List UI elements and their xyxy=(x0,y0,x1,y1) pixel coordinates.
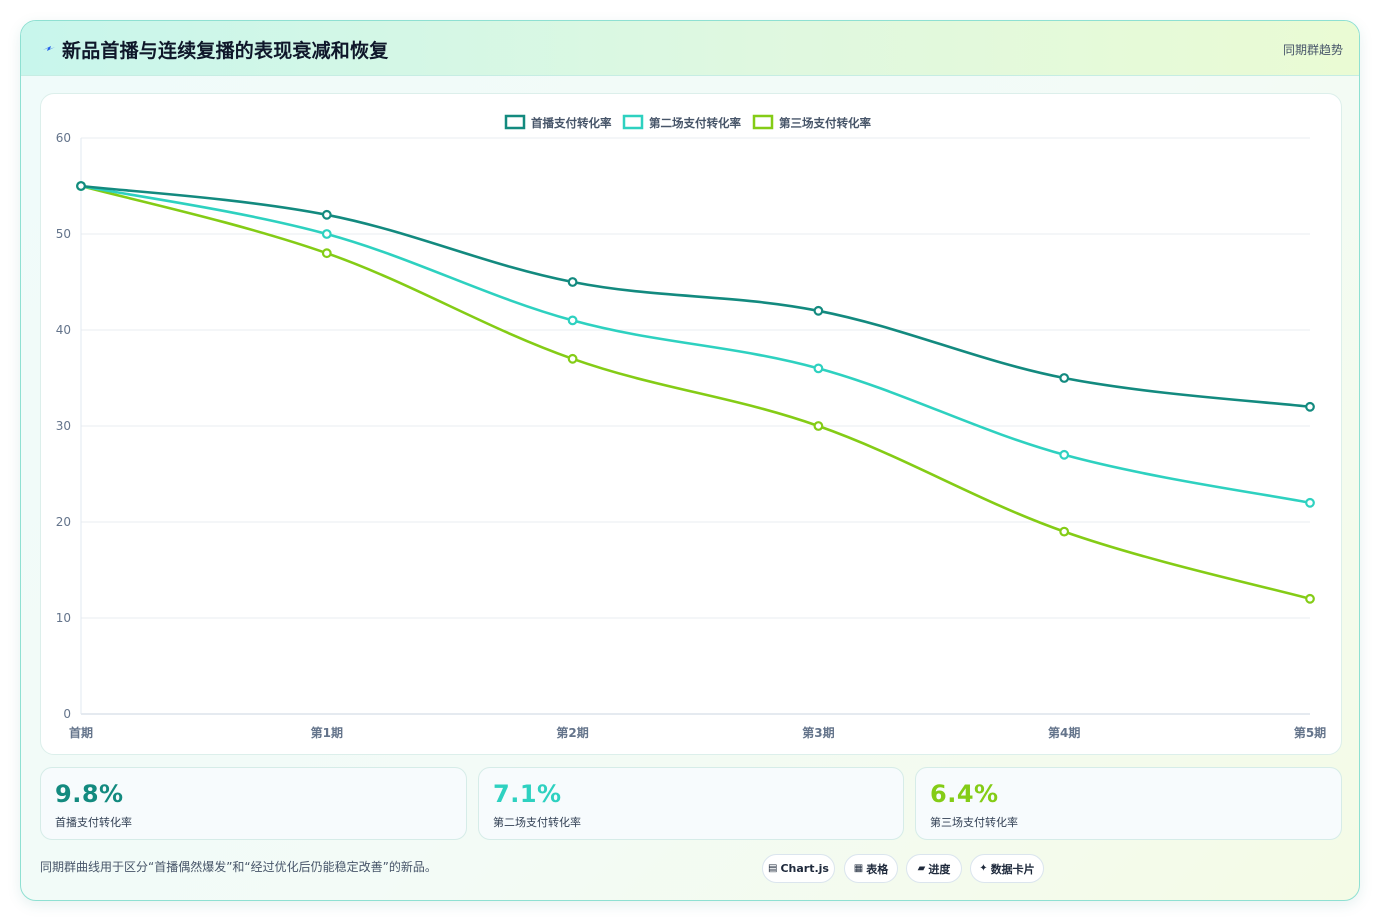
data-point xyxy=(321,229,332,239)
y-tick-label: 30 xyxy=(56,419,71,433)
kpi-value: 6.4% xyxy=(930,780,999,808)
bolt-icon xyxy=(43,46,55,51)
legend-swatch xyxy=(504,114,526,130)
progress-icon: ▰ xyxy=(917,863,926,874)
series-line xyxy=(80,184,1311,505)
chip-progress[interactable]: ▰ 进度 xyxy=(906,854,962,883)
legend-label: 第二场支付转化率 xyxy=(649,116,741,130)
x-tick-label: 第4期 xyxy=(1048,725,1080,740)
chart-icon: ▤ xyxy=(768,863,778,874)
chip-chartjs[interactable]: ▤ Chart.js xyxy=(762,854,835,883)
chip-data-card[interactable]: ✦ 数据卡片 xyxy=(970,854,1044,883)
chip-table[interactable]: ▦ 表格 xyxy=(844,854,898,883)
kpi-value: 9.8% xyxy=(55,780,124,808)
data-point xyxy=(567,353,578,364)
x-tick-label: 第1期 xyxy=(311,725,343,740)
line-chart: 0 10 20 30 40 50 60 首期 第1期 第2期 第3期 第4期 第5期 首播支付转化率 第二场… xyxy=(56,114,1326,740)
kpi-value: 7.1% xyxy=(493,780,562,808)
sparkle-icon: ✦ xyxy=(979,863,988,874)
kpi-label: 首播支付转化率 xyxy=(55,816,132,829)
y-tick-label: 10 xyxy=(56,611,71,625)
series-line xyxy=(80,184,1311,601)
chip-label: 进度 xyxy=(928,862,951,876)
y-tick-label: 0 xyxy=(63,707,71,721)
x-tick-label: 第3期 xyxy=(802,725,834,740)
x-tick-label: 第2期 xyxy=(556,725,588,740)
card-header: 新品首播与连续复播的表现衰减和恢复 同期群趋势 xyxy=(21,21,1359,76)
x-tick-label: 首期 xyxy=(69,725,93,740)
page-title: 新品首播与连续复播的表现衰减和恢复 xyxy=(62,40,389,62)
data-point xyxy=(1059,526,1070,537)
kpi-card-third: 6.4% 第三场支付转化率 xyxy=(915,767,1342,840)
data-point xyxy=(1059,373,1070,383)
dashboard-card: 新品首播与连续复播的表现衰减和恢复 同期群趋势 0 10 20 30 40 50 60 首期第… xyxy=(20,20,1360,901)
data-point xyxy=(567,315,578,326)
data-point xyxy=(321,248,332,259)
data-point xyxy=(1305,497,1315,508)
legend-swatch xyxy=(622,114,644,130)
chip-label: 数据卡片 xyxy=(990,862,1035,876)
data-point xyxy=(76,181,86,191)
y-tick-label: 60 xyxy=(56,131,71,145)
y-tick-label: 20 xyxy=(56,515,71,529)
kpi-card-second: 7.1% 第二场支付转化率 xyxy=(478,767,904,840)
chart-panel: 0 10 20 30 40 50 60 首期 第1期 第2期 第3期 第4期 第5期 首播支付转化率 第二场… xyxy=(40,93,1342,755)
y-tick-label: 50 xyxy=(56,227,71,241)
data-point xyxy=(567,277,578,287)
data-point xyxy=(321,209,332,220)
kpi-label: 第二场支付转化率 xyxy=(493,816,581,829)
legend-swatch xyxy=(752,114,774,130)
data-point xyxy=(1305,593,1315,604)
footer-note: 同期群曲线用于区分“首播偶然爆发”和“经过优化后仍能稳定改善”的新品。 xyxy=(40,860,437,874)
chip-label: Chart.js xyxy=(780,862,829,875)
header-tag: 同期群趋势 xyxy=(1282,43,1343,57)
x-tick-label: 第5期 xyxy=(1294,725,1326,740)
y-tick-label: 40 xyxy=(56,323,71,337)
data-point xyxy=(1059,449,1070,460)
series-line xyxy=(80,184,1311,409)
table-icon: ▦ xyxy=(853,863,864,874)
kpi-card-first: 9.8% 首播支付转化率 xyxy=(40,767,467,840)
data-point xyxy=(813,305,824,316)
data-point xyxy=(813,363,824,374)
chip-label: 表格 xyxy=(866,862,889,876)
legend-label: 第三场支付转化率 xyxy=(779,116,871,130)
legend-label: 首播支付转化率 xyxy=(531,116,612,130)
data-point xyxy=(1305,401,1315,412)
data-point xyxy=(813,421,824,431)
kpi-label: 第三场支付转化率 xyxy=(930,816,1018,829)
